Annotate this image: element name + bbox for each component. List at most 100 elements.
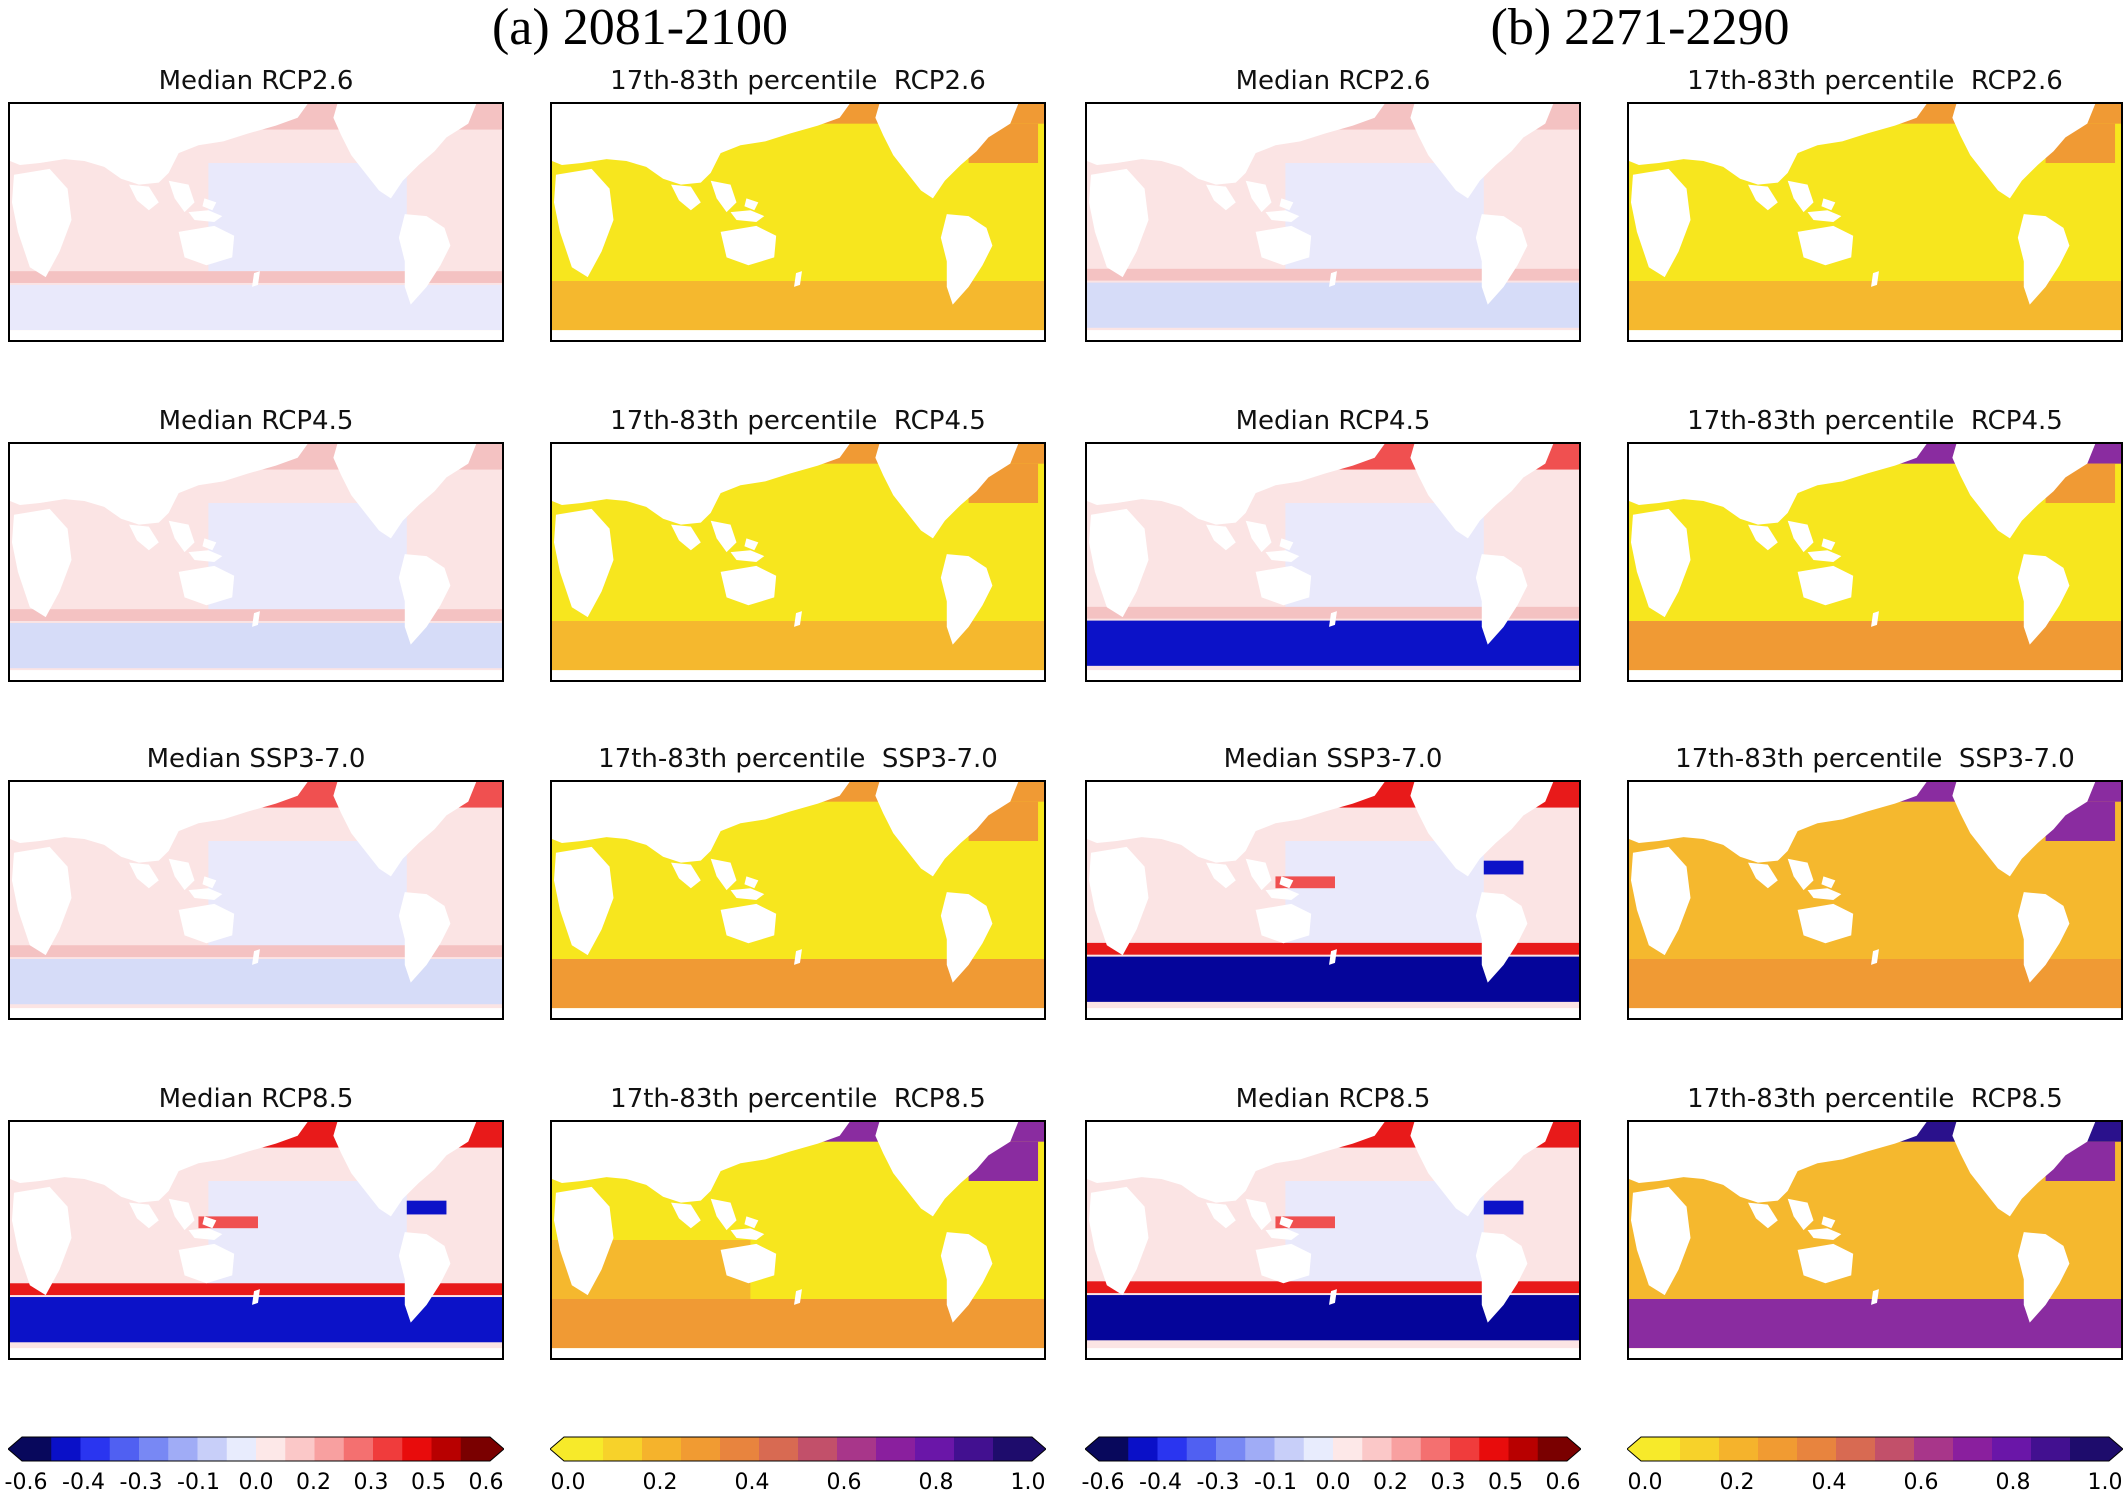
- land-mass: [1495, 104, 1534, 126]
- colorbar-tick-label: 0.0: [1315, 1470, 1351, 1495]
- colorbar-swatch: [1914, 1437, 1954, 1461]
- colorbar-swatch: [314, 1437, 345, 1461]
- land-mass: [744, 876, 759, 889]
- land-mass: [1087, 1348, 1579, 1358]
- colorbar-median-a: -0.6 -0.4 -0.3 -0.1 0.0 0.2 0.3 0.5 0.6: [5, 1436, 504, 1506]
- colorbar-tick-label: 0.5: [1488, 1470, 1523, 1495]
- colorbar-swatch: [681, 1437, 721, 1461]
- spread-panel: 17th-83th percentile RCP4.5: [550, 402, 1046, 682]
- land-mass: [333, 444, 477, 539]
- colorbar-tick-label: 0.3: [353, 1470, 389, 1495]
- southern-ocean-band: [552, 621, 1044, 671]
- land-mass: [1255, 903, 1312, 944]
- land-mass: [1475, 1232, 1528, 1323]
- southern-ocean-band: [552, 281, 1044, 331]
- land-mass: [1807, 210, 1842, 222]
- land-mass: [1475, 554, 1528, 645]
- southern-ocean-band: [1629, 621, 2121, 671]
- colorbar-swatch: [1479, 1437, 1509, 1461]
- land-mass: [10, 104, 308, 185]
- land-mass: [202, 1216, 217, 1229]
- median-panel: Median RCP8.5: [1085, 1080, 1581, 1360]
- land-mass: [1088, 1186, 1149, 1296]
- colorbar-tick-label: 0.6: [1545, 1470, 1581, 1495]
- colorbar-swatch: [1333, 1437, 1363, 1461]
- colorbar-tick-label: 0.2: [1373, 1470, 1408, 1495]
- land-mass: [1821, 1216, 1836, 1229]
- land-mass: [1088, 168, 1149, 278]
- panel-title: Median RCP2.6: [1235, 66, 1431, 96]
- land-mass: [1410, 782, 1554, 877]
- land-mass: [398, 554, 451, 645]
- land-mass: [730, 550, 765, 562]
- world-map: [550, 780, 1046, 1020]
- land-mass: [553, 846, 614, 956]
- colorbar-median-b: -0.6 -0.4 -0.3 -0.1 0.0 0.2 0.3 0.5 0.6: [1082, 1436, 1581, 1506]
- land-mass: [10, 1122, 308, 1203]
- land-mass: [1206, 184, 1236, 211]
- land-mass: [2037, 782, 2076, 804]
- land-mass: [552, 670, 1044, 680]
- land-mass: [1630, 1186, 1691, 1296]
- colorbar-swatch: [2031, 1437, 2071, 1461]
- land-mass: [794, 271, 802, 287]
- colorbar-swatch: [720, 1437, 760, 1461]
- land-mass: [1495, 444, 1534, 466]
- land-mass: [129, 862, 159, 889]
- colorbar-swatch: [1680, 1437, 1720, 1461]
- colorbar-swatch: [256, 1437, 286, 1461]
- colorbar-swatch: [759, 1437, 799, 1461]
- land-mass: [1206, 1202, 1236, 1229]
- land-mass: [1255, 1243, 1312, 1284]
- land-mass: [178, 903, 235, 944]
- land-mass: [10, 1348, 502, 1358]
- land-mass: [1871, 271, 1879, 287]
- land-mass: [1797, 903, 1854, 944]
- land-mass: [1952, 104, 2096, 199]
- land-mass: [11, 508, 72, 618]
- colorbar-swatch: [642, 1437, 682, 1461]
- colorbar-tick-label: 0.6: [826, 1470, 862, 1495]
- colorbar-swatch: [1420, 1437, 1451, 1461]
- land-mass: [553, 508, 614, 618]
- land-mass: [1245, 180, 1272, 213]
- spread-panel: 17th-83th percentile RCP4.5: [1627, 402, 2123, 682]
- land-mass: [1279, 538, 1294, 551]
- colorbar-swatch: [1128, 1437, 1158, 1461]
- land-mass: [2017, 214, 2070, 305]
- land-mass: [1629, 1122, 1927, 1203]
- colorbar-swatch: [1245, 1437, 1275, 1461]
- median-panel: Median RCP2.6: [8, 62, 504, 342]
- land-mass: [1255, 225, 1312, 266]
- land-mass: [1475, 892, 1528, 983]
- land-mass: [671, 184, 701, 211]
- panel-title: 17th-83th percentile RCP2.6: [610, 66, 986, 96]
- land-mass: [553, 1186, 614, 1296]
- land-mass: [333, 104, 477, 199]
- land-mass: [1629, 104, 1927, 185]
- colorbar-high-arrow: [2109, 1437, 2123, 1461]
- land-mass: [188, 888, 223, 900]
- land-mass: [710, 1198, 737, 1231]
- colorbar-swatch: [1303, 1437, 1334, 1461]
- land-mass: [2037, 1122, 2076, 1144]
- land-mass: [1787, 1198, 1814, 1231]
- land-mass: [398, 214, 451, 305]
- section-title-a: (a) 2081-2100: [491, 0, 789, 56]
- land-mass: [940, 892, 993, 983]
- land-mass: [418, 782, 457, 804]
- land-mass: [1087, 670, 1579, 680]
- colorbar-swatch: [954, 1437, 994, 1461]
- land-mass: [333, 782, 477, 877]
- land-mass: [129, 1202, 159, 1229]
- land-mass: [671, 862, 701, 889]
- land-mass: [744, 538, 759, 551]
- land-mass: [1821, 538, 1836, 551]
- land-mass: [875, 104, 1019, 199]
- panel-title: Median RCP2.6: [158, 66, 354, 96]
- land-mass: [1748, 524, 1778, 551]
- colorbar-swatch: [1719, 1437, 1759, 1461]
- land-mass: [1787, 520, 1814, 553]
- land-mass: [10, 330, 502, 340]
- median-panel: Median RCP4.5: [8, 402, 504, 682]
